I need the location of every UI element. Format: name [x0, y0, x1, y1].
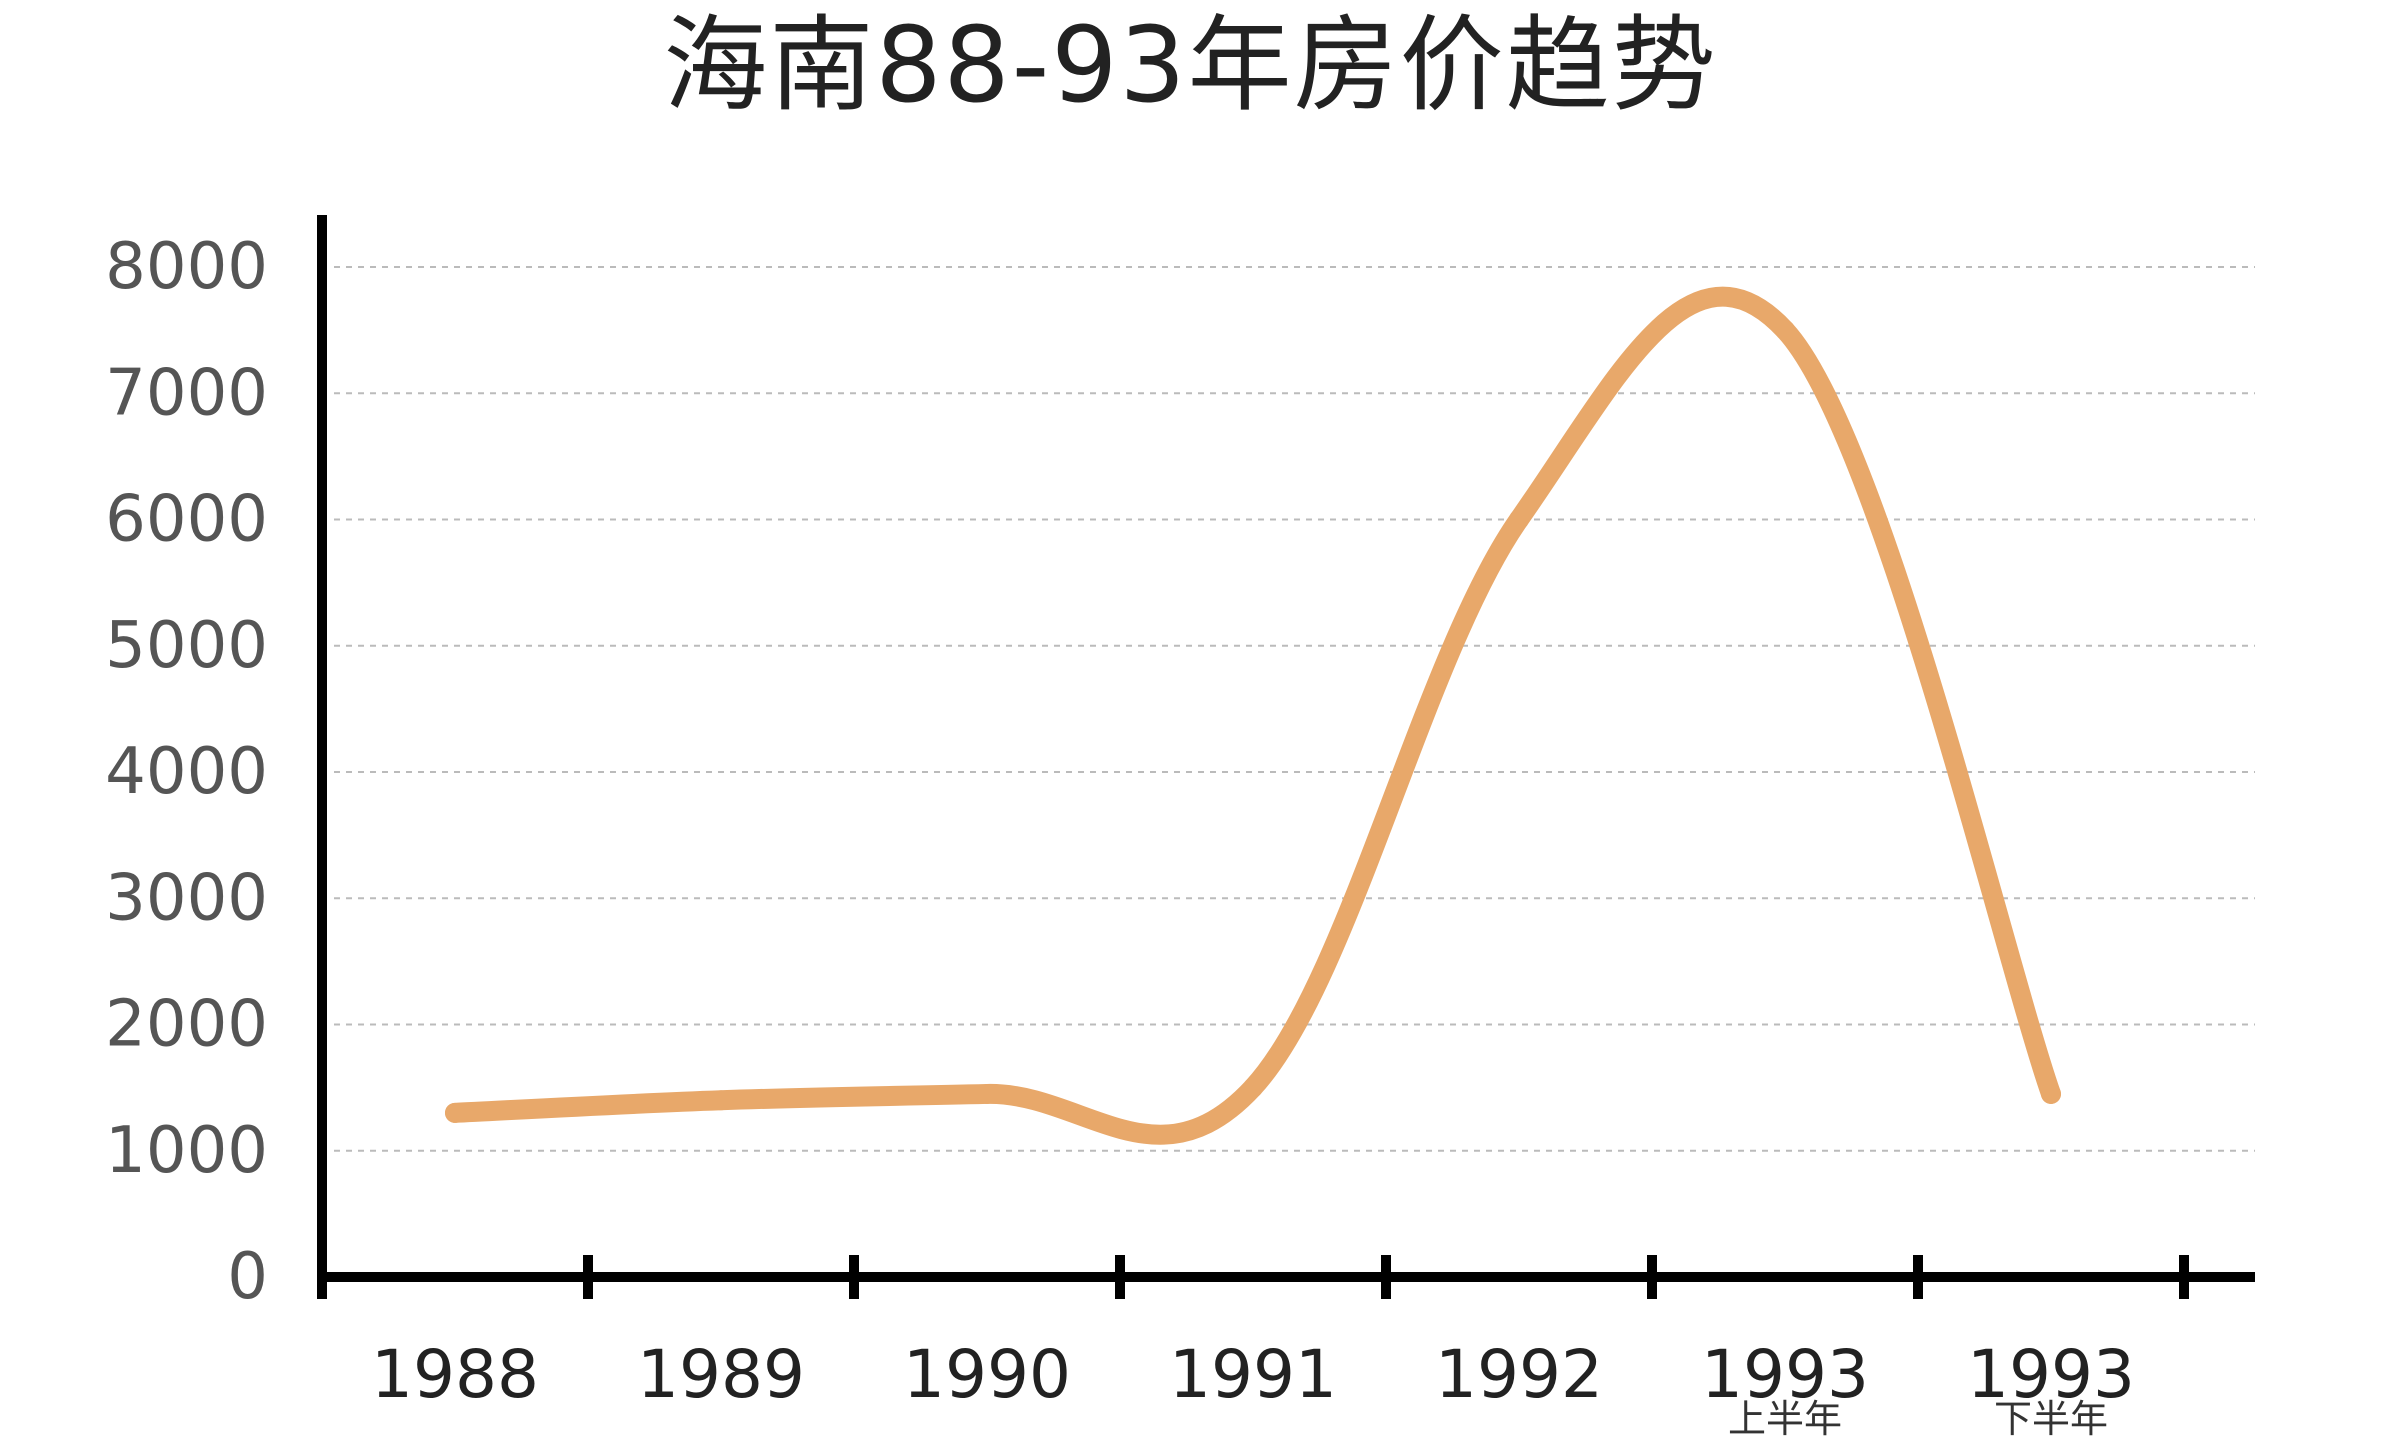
x-tick-label: 1993: [1701, 1336, 1869, 1413]
y-tick-label: 7000: [105, 356, 268, 430]
data-point: [445, 1102, 465, 1123]
data-point: [977, 1083, 997, 1104]
data-point: [2041, 1083, 2061, 1104]
data-point: [1775, 320, 1795, 341]
y-tick-label: 3000: [105, 861, 268, 935]
data-point: [1243, 1077, 1263, 1098]
y-tick-label: 6000: [105, 483, 268, 557]
x-tick-label: 1988: [371, 1336, 539, 1413]
data-point: [711, 1090, 731, 1111]
y-tick-label: 5000: [105, 609, 268, 683]
x-tick-label: 1993: [1967, 1336, 2135, 1413]
x-tick-sublabel: 下半年: [1994, 1397, 2108, 1440]
chart-title: 海南88-93年房价趋势: [663, 4, 1718, 126]
data-point: [1509, 509, 1529, 530]
y-tick-label: 0: [227, 1240, 268, 1314]
x-tick-label: 1992: [1435, 1336, 1603, 1413]
y-tick-label: 4000: [105, 735, 268, 809]
x-tick-sublabel: 上半年: [1728, 1397, 1842, 1440]
y-tick-label: 8000: [105, 230, 268, 304]
x-tick-label: 1989: [637, 1336, 805, 1413]
y-tick-label: 1000: [105, 1114, 268, 1188]
y-tick-label: 2000: [105, 988, 268, 1062]
series-line-0: [445, 286, 2061, 1145]
x-tick-label: 1991: [1169, 1336, 1337, 1413]
x-tick-label: 1990: [903, 1336, 1071, 1413]
